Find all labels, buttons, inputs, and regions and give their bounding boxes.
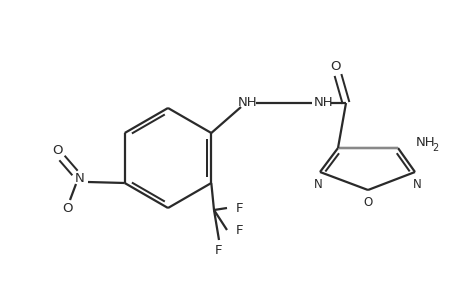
Text: NH: NH — [238, 97, 257, 110]
Text: N: N — [75, 172, 85, 184]
Text: F: F — [215, 244, 222, 256]
Text: O: O — [62, 202, 73, 215]
Text: O: O — [363, 196, 372, 208]
Text: N: N — [412, 178, 420, 190]
Text: NH: NH — [313, 97, 333, 110]
Text: N: N — [313, 178, 322, 190]
Text: NH: NH — [415, 136, 435, 149]
Text: F: F — [235, 224, 243, 236]
Text: O: O — [53, 145, 63, 158]
Text: 2: 2 — [431, 143, 437, 153]
Text: F: F — [235, 202, 243, 214]
Text: O: O — [330, 61, 341, 74]
